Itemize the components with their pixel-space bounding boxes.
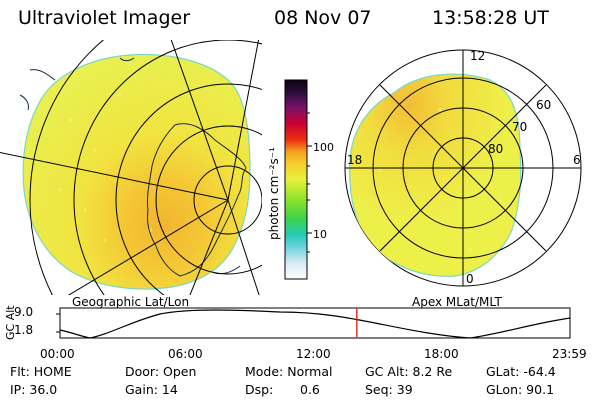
observation-time: 13:58:28 UT [432,7,549,29]
mlat-mlt-grid [345,50,581,286]
time-tick: 23:59 [552,347,587,361]
geographic-map [0,40,262,295]
mlt-label-6: 6 [573,153,581,167]
right-map-caption: Apex MLat/MLT [412,295,502,309]
time-tick: 06:00 [168,347,203,361]
lat-lon-grid [0,40,262,295]
time-tick: 00:00 [40,347,75,361]
alt-axis-label: GC Alt [4,305,17,340]
dsp-label: Dsp: [245,382,274,397]
dsp-value: 0.6 [300,382,320,397]
glat-status: GLat: -64.4 [486,364,556,379]
orbit-altitude-curve [59,309,571,339]
time-tick: 12:00 [296,347,331,361]
mlat-label-60: 60 [536,98,551,112]
ip-status: IP: 36.0 [10,382,58,397]
mode-status: Mode: Normal [245,364,333,379]
colorbar-tick-10: 10 [313,228,327,241]
door-status: Door: Open [125,364,197,379]
mlat-label-70: 70 [512,120,527,134]
glon-status: GLon: 90.1 [486,382,555,397]
intensity-colorbar: 100 10 photon cm⁻²s⁻¹ [267,79,334,280]
gc-alt-status: GC Alt: 8.2 Re [365,364,453,379]
time-tick: 18:00 [424,347,459,361]
gain-status: Gain: 14 [125,382,178,397]
mlat-label-80: 80 [488,142,503,156]
colorbar-unit-label: photon cm⁻²s⁻¹ [267,147,281,240]
alt-max-label: 9.0 [14,305,33,319]
colorbar-tick-100: 100 [313,141,334,154]
mlt-label-18: 18 [347,153,362,167]
magnetic-polar-map: 12 18 6 0 60 70 80 [344,49,582,287]
mlt-label-0: 0 [466,272,474,286]
seq-status: Seq: 39 [365,382,413,397]
altitude-plot: 9.0 1.8 GC Alt Geographic Lat/Lon Apex M… [4,295,587,361]
time-axis: 00:00 06:00 12:00 18:00 23:59 [40,347,587,361]
auroral-emission-left [22,53,251,290]
alt-min-label: 1.8 [14,323,33,337]
left-map-caption: Geographic Lat/Lon [72,295,189,309]
instrument-title: Ultraviolet Imager [18,7,191,29]
flight-status: Flt: HOME [10,364,72,379]
observation-date: 08 Nov 07 [274,7,372,29]
mlt-label-12: 12 [470,49,485,63]
